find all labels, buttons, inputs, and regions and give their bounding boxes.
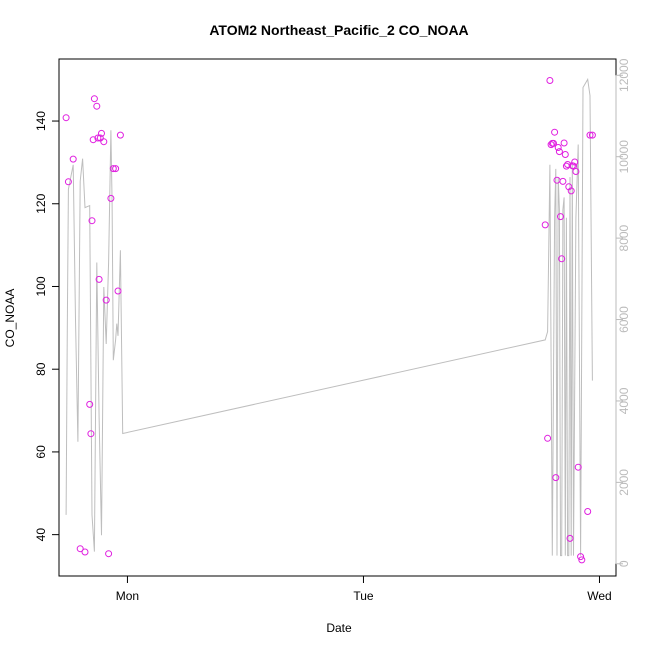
data-point (107, 194, 115, 202)
data-point (76, 545, 84, 553)
data-point (555, 148, 563, 156)
x-tick-label: Wed (587, 589, 611, 603)
data-point (102, 296, 110, 304)
y2-tick-label: 10000 (617, 140, 631, 174)
data-point (114, 287, 122, 295)
x-tick-label: Mon (116, 589, 139, 603)
data-point (90, 95, 98, 103)
y-tick-label: 120 (34, 193, 48, 213)
y-tick-label: 80 (34, 362, 48, 376)
data-point (578, 556, 586, 564)
y-tick-label: 140 (34, 111, 48, 131)
data-point (89, 136, 97, 144)
data-point (96, 134, 104, 142)
data-point (546, 77, 554, 84)
data-point (116, 131, 124, 139)
y2-tick-label: 4000 (617, 387, 631, 414)
data-point (561, 151, 569, 158)
y-axis-left: 40 60 80 100 120 140 (34, 111, 60, 542)
y-tick-label: 100 (34, 276, 48, 296)
data-point (541, 221, 549, 229)
y-tick-label: 60 (34, 445, 48, 459)
data-point (544, 434, 552, 442)
x-axis-label: Date (326, 621, 352, 635)
chart-title: ATOM2 Northeast_Pacific_2 CO_NOAA (209, 22, 468, 38)
y2-tick-label: 6000 (617, 306, 631, 333)
data-point (98, 129, 105, 137)
data-point (81, 548, 89, 556)
data-point (88, 217, 96, 225)
data-point (571, 158, 579, 166)
data-point (64, 178, 72, 186)
data-point (566, 534, 574, 542)
data-point (588, 131, 596, 139)
data-point (584, 508, 592, 515)
data-point (574, 463, 582, 471)
data-point (94, 134, 102, 142)
data-point (69, 155, 77, 163)
data-point (109, 165, 117, 173)
plot-frame (58, 58, 617, 577)
data-point (105, 550, 113, 558)
data-point (586, 131, 594, 139)
x-tick-label: Tue (353, 589, 374, 603)
altitude-line-layer (65, 77, 593, 557)
data-point (567, 187, 575, 195)
data-point (553, 176, 561, 184)
y-axis-right: 0 2000 4000 6000 8000 10000 12000 (615, 58, 631, 567)
data-point (550, 139, 557, 147)
y2-tick-label: 12000 (617, 58, 631, 92)
x-axis: Mon Tue Wed (116, 575, 612, 603)
data-point (87, 430, 95, 438)
data-point (557, 213, 564, 221)
data-point (552, 474, 560, 482)
altitude-line (65, 77, 593, 557)
y-tick-label: 40 (34, 528, 48, 542)
data-point (558, 255, 566, 263)
y-axis-label: CO_NOAA (3, 289, 17, 348)
data-point (554, 144, 562, 151)
data-point (559, 177, 567, 185)
data-point (560, 139, 568, 147)
data-point (112, 165, 120, 173)
data-point (100, 138, 108, 146)
co-points-layer (62, 77, 596, 564)
y2-tick-label: 2000 (617, 469, 631, 496)
data-point (577, 553, 585, 561)
data-point (93, 102, 101, 110)
y2-tick-label: 0 (617, 560, 631, 567)
data-point (95, 275, 103, 283)
y2-tick-label: 8000 (617, 224, 631, 251)
data-point (62, 114, 70, 122)
data-point (572, 168, 580, 175)
data-point (551, 128, 559, 136)
data-point (86, 400, 94, 408)
